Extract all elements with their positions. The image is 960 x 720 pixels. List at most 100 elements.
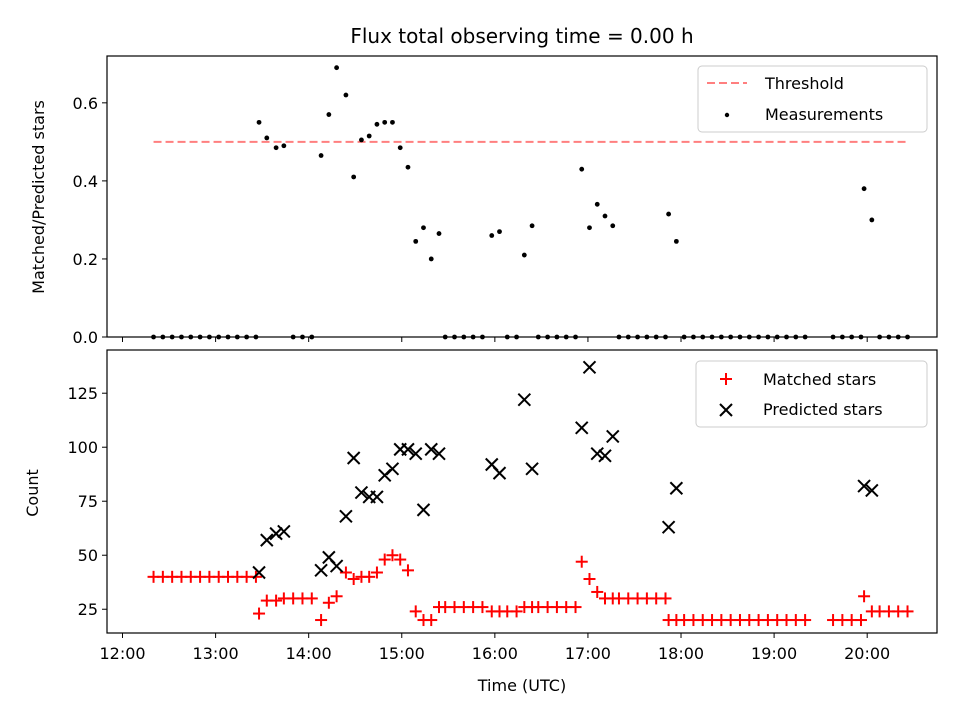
predicted-star-point xyxy=(432,446,446,461)
measurement-point xyxy=(390,119,395,125)
predicted-star-point xyxy=(329,559,344,573)
predicted-star-point xyxy=(339,509,353,524)
count-plot-frame xyxy=(106,349,938,634)
predicted-star-point xyxy=(277,524,291,539)
count-x-tick-label: 17:00 xyxy=(565,644,611,663)
legend-predicted-swatch xyxy=(719,403,733,417)
predicted-star-point xyxy=(370,490,384,504)
predicted-star-point xyxy=(606,429,620,444)
measurement-point xyxy=(666,211,672,217)
measurement-point xyxy=(436,231,442,236)
count-y-axis: 25 50 75 100 125 xyxy=(67,384,107,619)
matched-star-point xyxy=(370,566,383,579)
matched-star-point xyxy=(378,553,391,566)
measurement-point xyxy=(428,256,434,262)
predicted-star-point xyxy=(401,442,415,457)
measurement-point xyxy=(366,133,372,139)
predicted-star-point xyxy=(354,485,369,500)
ratio-y-tick-label: 0.2 xyxy=(73,250,98,269)
count-y-tick-label: 25 xyxy=(78,600,98,619)
predicted-star-point xyxy=(314,563,328,578)
predicted-star-point xyxy=(346,451,361,465)
legend-matched-swatch xyxy=(720,373,732,385)
measurement-point xyxy=(264,135,270,141)
matched-star-point xyxy=(799,614,812,627)
measurement-point xyxy=(602,213,608,219)
ratio-y-axis: 0.0 0.2 0.4 0.6 xyxy=(73,94,107,347)
measurement-point xyxy=(359,137,364,143)
predicted-star-point xyxy=(575,421,589,435)
count-x-label: Time (UTC) xyxy=(477,676,566,695)
predicted-star-point xyxy=(582,360,597,374)
predicted-star-point xyxy=(269,526,283,541)
matched-star-point xyxy=(591,585,604,598)
matched-star-point xyxy=(858,590,871,603)
matched-star-point xyxy=(315,614,328,627)
ratio-x-axis xyxy=(122,337,868,342)
measurement-point xyxy=(397,145,403,151)
ratio-y-tick-label: 0.6 xyxy=(73,94,98,113)
predicted-star-point xyxy=(517,392,532,407)
predicted-star-point xyxy=(385,462,400,476)
measurement-point xyxy=(334,65,340,71)
count-series xyxy=(147,360,914,627)
ratio-panel: 0.0 0.2 0.4 0.6 Matched/Predicted stars Thr… xyxy=(29,55,938,347)
predicted-star-point xyxy=(525,462,539,476)
legend-threshold-label: Threshold xyxy=(764,74,844,93)
predicted-star-point xyxy=(669,481,684,495)
count-legend-box xyxy=(695,360,928,428)
measurement-point xyxy=(594,201,600,207)
legend-measurements-label: Measurements xyxy=(765,105,883,124)
matched-star-point xyxy=(575,555,588,568)
matched-star-point xyxy=(476,601,489,614)
predicted-star-point xyxy=(590,446,604,461)
measurement-point xyxy=(421,225,426,231)
predicted-star-point xyxy=(492,466,507,480)
matched-star-point xyxy=(347,572,360,585)
measurement-point xyxy=(374,121,380,127)
predicted-star-point xyxy=(661,520,676,534)
matched-star-point xyxy=(305,592,318,605)
matched-star-point xyxy=(901,605,914,618)
measurement-point xyxy=(343,92,349,98)
matched-star-point xyxy=(659,592,672,605)
count-x-tick-label: 13:00 xyxy=(193,644,239,663)
count-y-label: Count xyxy=(23,469,42,517)
ratio-y-tick-label: 0.4 xyxy=(73,172,98,191)
count-x-tick-label: 16:00 xyxy=(472,644,518,663)
measurement-point xyxy=(318,153,324,158)
measurement-point xyxy=(281,143,287,149)
measurement-point xyxy=(497,229,502,235)
measurement-point xyxy=(273,145,279,151)
measurement-point xyxy=(673,238,679,244)
measurement-point xyxy=(413,238,419,244)
legend-predicted-label: Predicted stars xyxy=(763,400,883,419)
matched-star-point xyxy=(253,607,266,620)
measurement-point xyxy=(861,186,867,192)
measurement-point xyxy=(869,217,875,223)
measurement-point xyxy=(529,223,535,229)
matched-star-point xyxy=(583,572,596,585)
predicted-star-point xyxy=(598,449,612,463)
measurement-point xyxy=(256,119,262,125)
matched-star-point xyxy=(425,614,438,627)
matched-star-point xyxy=(409,605,422,618)
measurement-point xyxy=(405,164,411,170)
matched-star-point xyxy=(510,605,523,618)
predicted-star-point xyxy=(252,565,266,580)
measurement-point xyxy=(587,225,592,231)
matched-star-point xyxy=(401,564,414,577)
count-y-tick-label: 125 xyxy=(67,384,98,403)
legend-matched-label: Matched stars xyxy=(763,370,876,389)
matched-star-point xyxy=(386,549,399,562)
predicted-star-point xyxy=(424,442,438,457)
predicted-star-point xyxy=(416,503,431,517)
ratio-legend-box xyxy=(697,65,928,133)
count-y-tick-label: 50 xyxy=(78,546,98,565)
count-legend: Matched stars Predicted stars xyxy=(695,360,928,428)
matched-star-point xyxy=(330,590,343,603)
matched-star-point xyxy=(322,596,335,609)
count-x-tick-label: 15:00 xyxy=(379,644,425,663)
measurement-point xyxy=(610,223,616,229)
